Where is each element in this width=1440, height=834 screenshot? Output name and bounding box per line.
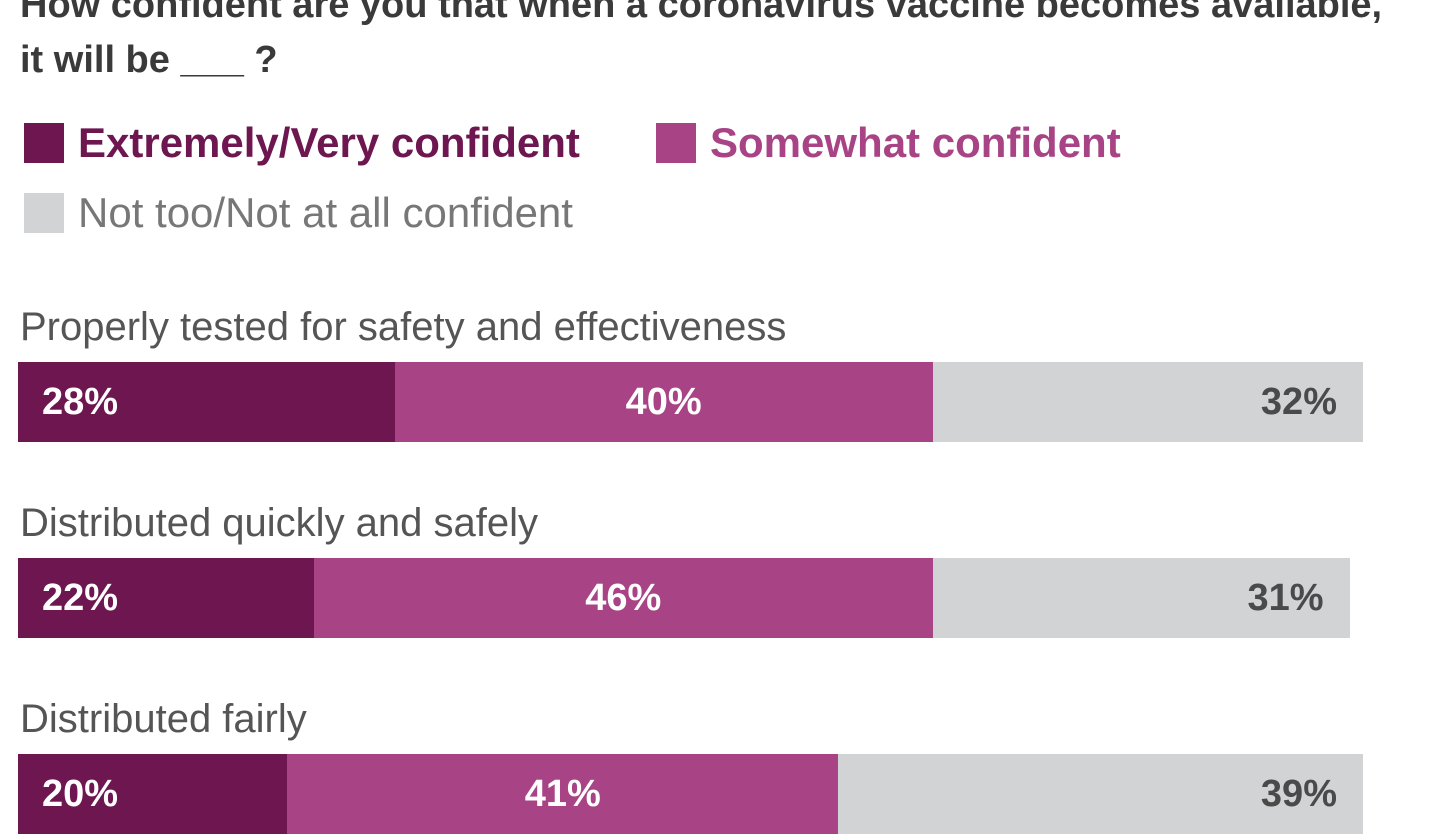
row-label: Distributed fairly — [20, 697, 307, 741]
data-label: 32% — [1260, 380, 1337, 423]
data-label: 22% — [42, 576, 119, 619]
legend-item-somewhat: Somewhat confident — [656, 118, 1121, 168]
legend-item-very: Extremely/Very confident — [24, 118, 580, 168]
row-label: Properly tested for safety and effective… — [20, 305, 787, 349]
data-label: 28% — [42, 380, 119, 423]
bar-segment-somewhat: 41% — [287, 754, 839, 834]
chart-title: How confident are you that when a corona… — [20, 0, 1383, 81]
bar-segment-not: 32% — [932, 362, 1363, 442]
bar-segment-very: 28% — [18, 362, 395, 442]
bar-segment-very: 20% — [18, 754, 287, 834]
stacked-bar: 20% 41% 39% — [18, 754, 1363, 834]
legend-item-not: Not too/Not at all confident — [24, 188, 573, 238]
row-label: Distributed quickly and safely — [20, 501, 539, 545]
bar-segment-very: 22% — [18, 558, 314, 638]
data-label: 46% — [585, 576, 662, 619]
data-label: 40% — [625, 380, 702, 423]
legend-swatch-not — [24, 193, 64, 233]
data-label: 20% — [42, 772, 119, 815]
stacked-bar: 22% 46% 31% — [18, 558, 1350, 638]
legend-label-somewhat: Somewhat confident — [710, 119, 1121, 166]
stacked-bar: 28% 40% 32% — [18, 362, 1363, 442]
data-label: 41% — [524, 772, 601, 815]
data-label: 31% — [1247, 576, 1324, 619]
legend-swatch-somewhat — [656, 123, 696, 163]
bar-segment-not: 39% — [838, 754, 1363, 834]
legend-swatch-very — [24, 123, 64, 163]
data-label: 39% — [1260, 772, 1337, 815]
bar-segment-somewhat: 46% — [313, 558, 933, 638]
legend-label-very: Extremely/Very confident — [78, 119, 580, 166]
bar-segment-not: 31% — [932, 558, 1350, 638]
bar-segment-somewhat: 40% — [394, 362, 933, 442]
legend-label-not: Not too/Not at all confident — [78, 189, 573, 236]
